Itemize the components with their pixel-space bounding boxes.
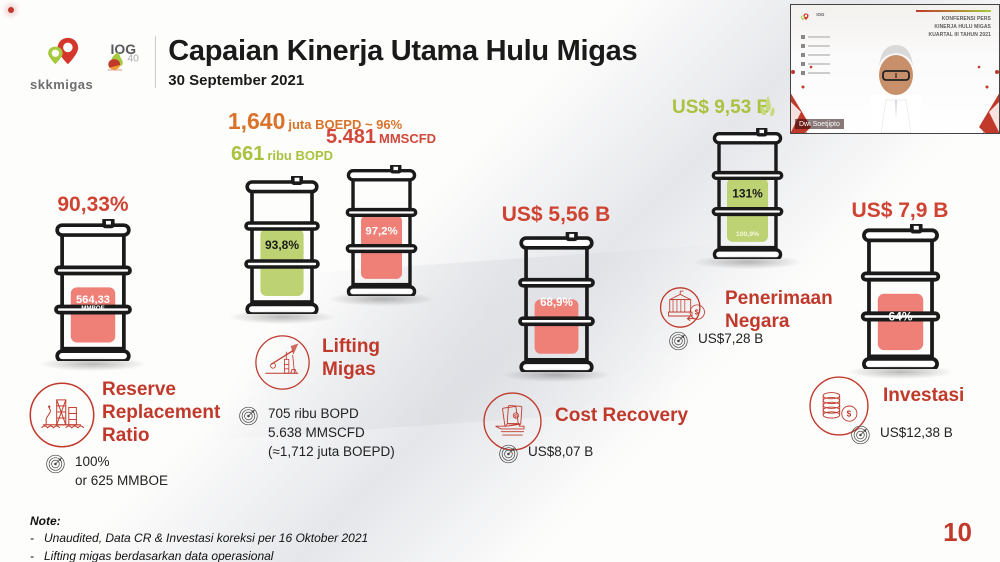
svg-text:IOG: IOG — [816, 12, 825, 17]
svg-text:100,9%: 100,9% — [736, 231, 759, 238]
svg-text:$: $ — [847, 409, 852, 418]
svg-text:64%: 64% — [889, 309, 913, 323]
svg-text:$: $ — [695, 308, 699, 317]
svg-text:68,9%: 68,9% — [540, 297, 573, 309]
svg-text:$: $ — [514, 413, 517, 419]
svg-text:93,8%: 93,8% — [265, 238, 299, 252]
svg-text:564,33: 564,33 — [76, 294, 110, 306]
svg-text:MMBOE: MMBOE — [81, 305, 105, 312]
svg-text:131%: 131% — [732, 187, 763, 201]
svg-text:40: 40 — [128, 53, 140, 64]
svg-text:97,2%: 97,2% — [365, 225, 397, 237]
